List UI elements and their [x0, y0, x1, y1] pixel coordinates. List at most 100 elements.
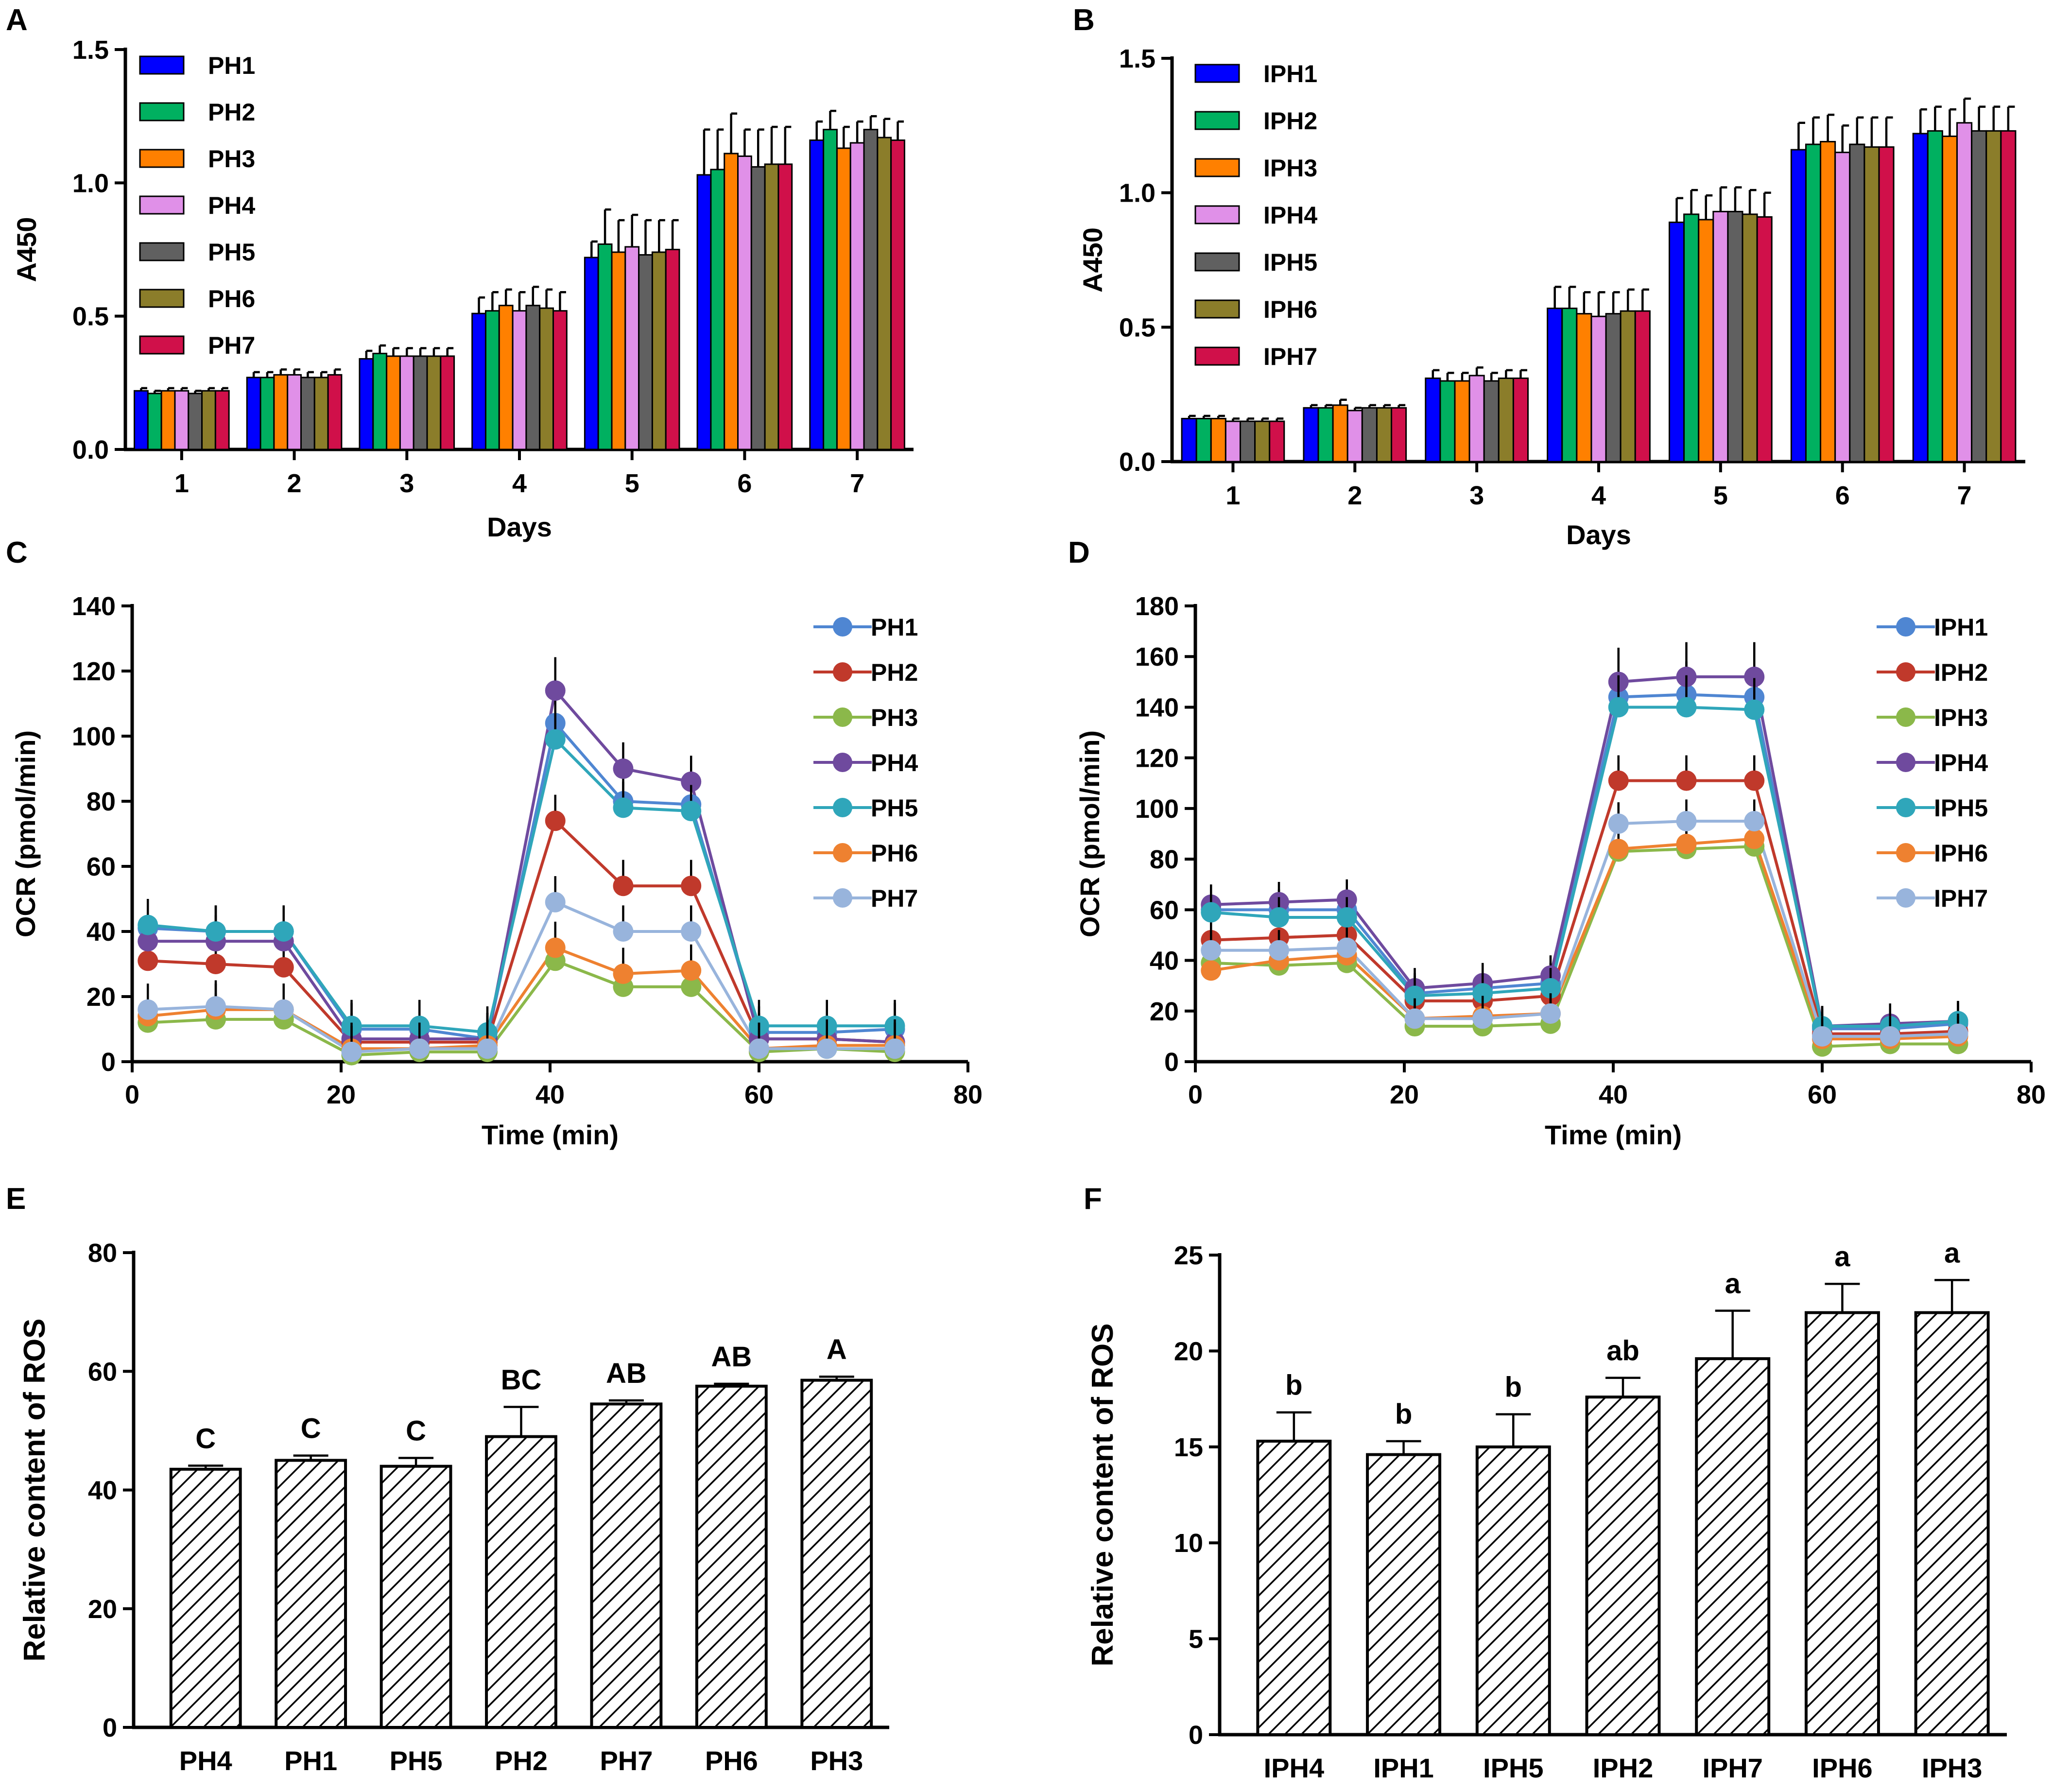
significance-label-IPH1: b	[1395, 1398, 1412, 1430]
legend-label-IPH1: IPH1	[1934, 614, 1988, 641]
legend-swatch-PH4	[139, 195, 185, 215]
significance-label-PH4: C	[195, 1423, 216, 1454]
bar-PH5-day-5	[638, 254, 653, 450]
bar-PH1	[275, 1459, 347, 1729]
legend-label-IPH5: IPH5	[1934, 794, 1988, 822]
legend-label-PH3: PH3	[208, 145, 255, 172]
bar-PH4	[169, 1467, 242, 1729]
y-tick-label-B: 1.5	[1119, 44, 1156, 73]
point-IPH6	[1744, 828, 1765, 849]
x-tick-label-IPH6: IPH6	[1812, 1753, 1873, 1783]
legend-swatch-PH7	[139, 335, 185, 355]
bar-PH2-day-3	[372, 352, 388, 450]
y-tick-label-F: 0	[1189, 1721, 1203, 1750]
bar-IPH3-day-3	[1454, 380, 1470, 463]
bar-PH4-day-7	[849, 142, 865, 450]
series-line-PH4	[148, 687, 895, 1044]
bar-IPH2-day-1	[1195, 417, 1212, 463]
series-line-PH5	[147, 736, 895, 1034]
bar-IPH5-day-4	[1605, 313, 1622, 463]
bar-PH3-day-5	[611, 251, 626, 450]
y-tick-label-F: 20	[1174, 1337, 1203, 1366]
legend-label-IPH2: IPH2	[1934, 659, 1988, 686]
panel-letter-D: D	[1068, 536, 1090, 569]
bar-IPH5-day-2	[1361, 407, 1378, 463]
x-tick-label-PH7: PH7	[600, 1745, 653, 1776]
x-tick-label-B: 4	[1591, 481, 1606, 510]
bar-IPH4-day-2	[1346, 410, 1363, 463]
significance-label-IPH4: b	[1285, 1370, 1302, 1401]
bar-IPH5-day-7	[1971, 130, 1987, 463]
point-PH2	[138, 950, 158, 971]
bar-PH1-day-4	[471, 312, 486, 450]
legend-marker-PH1	[833, 617, 852, 637]
x-tick-label-B: 6	[1835, 481, 1850, 510]
bar-IPH2-day-7	[1927, 130, 1943, 463]
bar-IPH6-day-7	[1985, 130, 2002, 463]
bar-PH2-day-5	[597, 243, 613, 450]
y-axis-label-F: Relative content of ROS	[1086, 1323, 1120, 1666]
bar-PH1-day-7	[809, 139, 825, 450]
bar-IPH5-day-6	[1849, 143, 1865, 463]
significance-label-PH5: C	[406, 1415, 426, 1447]
point-IPH5	[1336, 907, 1357, 928]
point-IPH2	[1744, 770, 1765, 791]
x-axis-label-A: Days	[487, 512, 552, 542]
bar-PH5-day-4	[525, 305, 541, 450]
legend-label-PH6: PH6	[208, 285, 255, 312]
bar-PH3-day-2	[273, 374, 289, 450]
legend-swatch-PH2	[139, 102, 185, 121]
bar-IPH7-day-3	[1512, 377, 1529, 463]
bar-IPH3-day-1	[1210, 417, 1226, 463]
bar-PH7-day-2	[327, 374, 343, 450]
y-tick-label-D: 20	[1150, 997, 1179, 1026]
y-tick-label-D: 100	[1135, 794, 1179, 824]
x-tick-label-IPH3: IPH3	[1922, 1753, 1983, 1783]
x-tick-label-C: 20	[327, 1080, 356, 1109]
x-tick-label-A: 6	[737, 469, 752, 498]
bar-IPH1-day-7	[1912, 133, 1929, 463]
bar-IPH1-day-1	[1181, 417, 1197, 463]
point-PH2	[545, 810, 566, 831]
bar-IPH3-day-2	[1332, 404, 1348, 463]
x-tick-label-C: 0	[125, 1080, 139, 1109]
point-PH7	[409, 1038, 430, 1059]
x-tick-label-IPH1: IPH1	[1373, 1753, 1434, 1783]
bar-PH5	[380, 1465, 452, 1729]
y-tick-label-A: 0.5	[72, 302, 109, 331]
y-tick-label-C: 80	[86, 787, 116, 816]
bar-PH4-day-3	[399, 355, 414, 450]
legend-marker-PH7	[833, 888, 852, 908]
y-tick-label-E: 20	[88, 1595, 117, 1624]
y-tick-label-C: 140	[72, 592, 116, 621]
bar-IPH6-day-2	[1376, 407, 1393, 463]
legend-label-IPH1: IPH1	[1263, 60, 1317, 87]
series-line-IPH6	[1210, 837, 1958, 1041]
legend-swatch-IPH6	[1194, 299, 1240, 319]
bar-IPH6	[1804, 1311, 1880, 1736]
bar-PH2-day-4	[484, 310, 500, 450]
y-tick-label-F: 15	[1174, 1433, 1203, 1462]
bar-IPH7-day-4	[1634, 310, 1651, 463]
series-line-PH3	[148, 959, 895, 1057]
bar-IPH4-day-7	[1956, 122, 1973, 463]
legend-swatch-IPH4	[1194, 205, 1240, 224]
y-tick-label-C: 100	[72, 722, 116, 751]
bar-IPH3-day-6	[1820, 141, 1836, 463]
bar-PH3-day-7	[836, 147, 851, 450]
point-PH2	[273, 957, 294, 978]
legend-swatch-PH3	[139, 149, 185, 168]
bar-IPH4-day-5	[1712, 210, 1729, 463]
significance-label-IPH3: a	[1944, 1237, 1960, 1269]
x-axis-label-B: Days	[1566, 519, 1631, 550]
y-tick-label-E: 40	[88, 1476, 117, 1505]
point-IPH7	[1880, 1026, 1900, 1047]
x-tick-label-D: 20	[1390, 1080, 1419, 1109]
x-tick-label-D: 0	[1188, 1080, 1203, 1109]
series-line-IPH5	[1211, 706, 1958, 1028]
legend-marker-IPH3	[1896, 707, 1915, 727]
bar-IPH2	[1585, 1396, 1661, 1737]
bar-PH6-day-7	[877, 137, 892, 450]
panel-letter-E: E	[6, 1182, 26, 1216]
